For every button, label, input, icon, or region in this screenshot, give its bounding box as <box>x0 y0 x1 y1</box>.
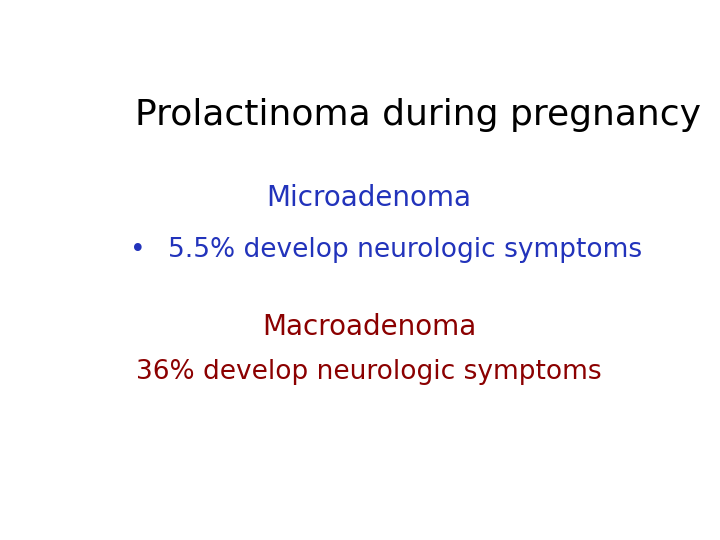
Text: 5.5% develop neurologic symptoms: 5.5% develop neurologic symptoms <box>168 237 642 263</box>
Text: Microadenoma: Microadenoma <box>266 184 472 212</box>
Text: Prolactinoma during pregnancy: Prolactinoma during pregnancy <box>135 98 701 132</box>
Text: Macroadenoma: Macroadenoma <box>262 313 476 341</box>
Text: 36% develop neurologic symptoms: 36% develop neurologic symptoms <box>136 360 602 386</box>
Text: •: • <box>130 237 145 263</box>
